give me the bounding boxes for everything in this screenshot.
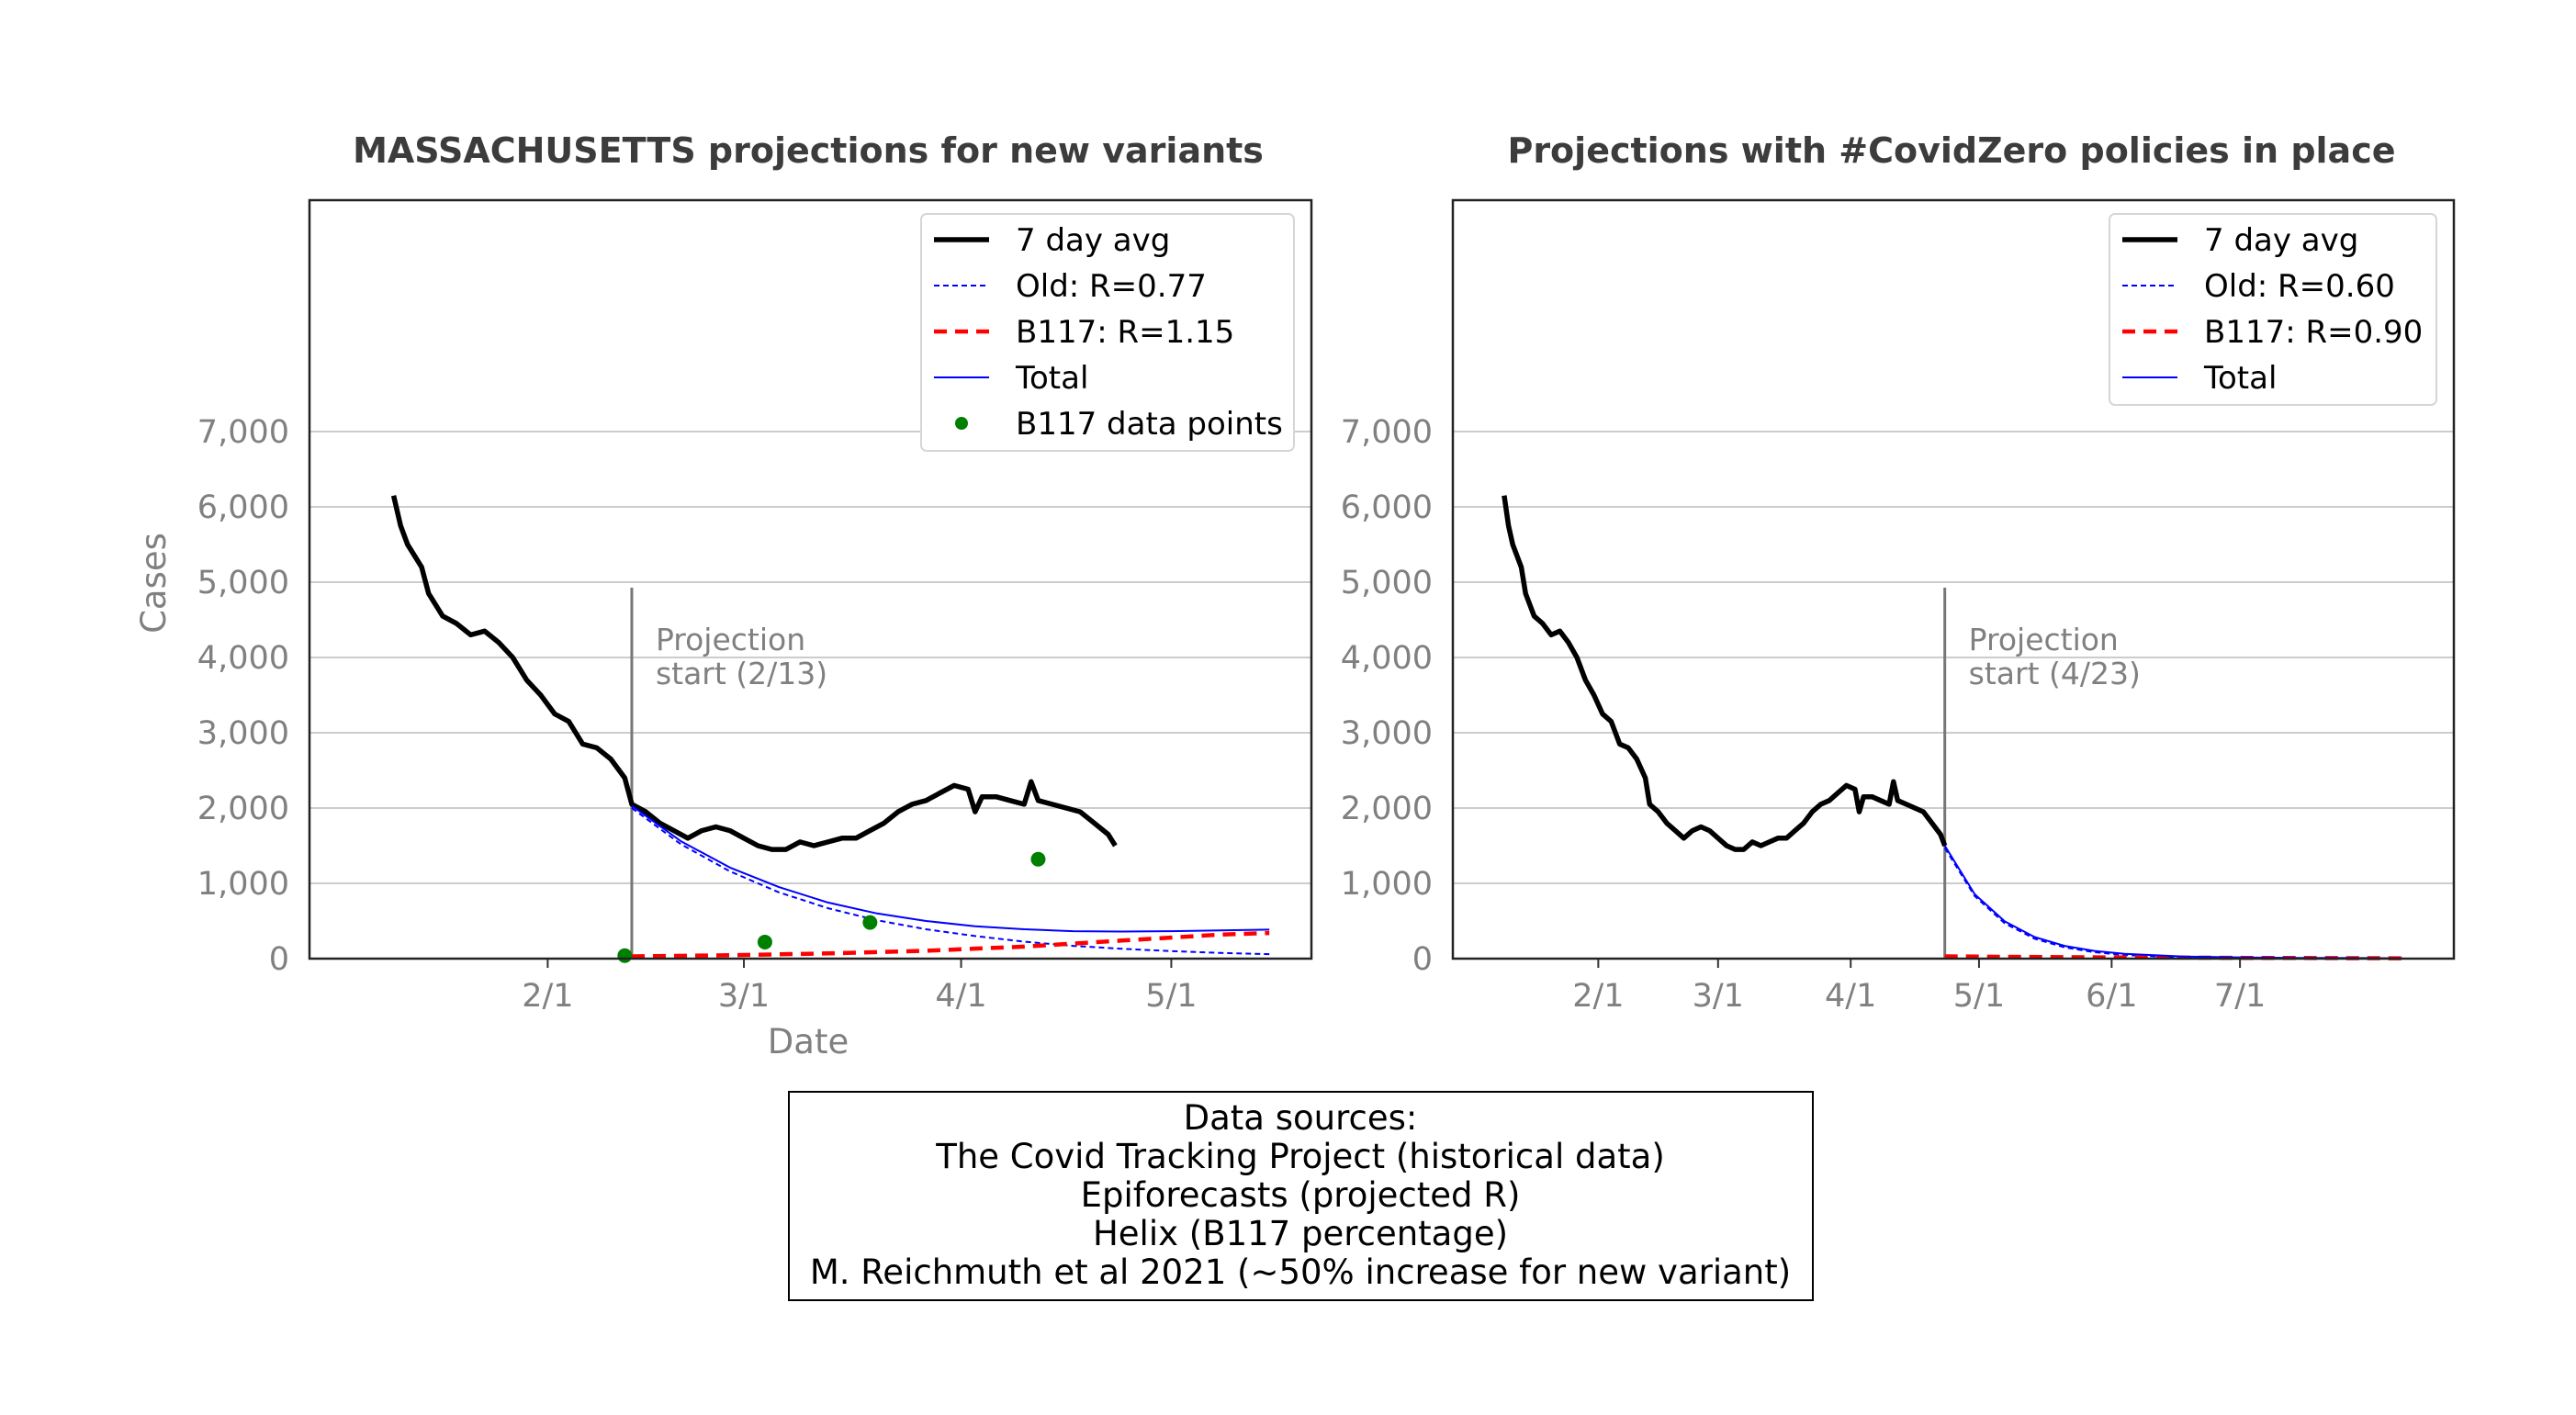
series-line (631, 807, 1270, 956)
x-tick-label: 4/1 (1825, 978, 1876, 1015)
sources-line: Helix (B117 percentage) (1093, 1214, 1508, 1253)
x-tick-label: 2/1 (522, 978, 573, 1015)
y-tick-label: 6,000 (1341, 489, 1433, 526)
series-line (1943, 847, 2403, 960)
x-tick-label: 3/1 (718, 978, 770, 1015)
y-tick-label: 3,000 (1341, 715, 1433, 752)
x-axis-label: Date (768, 1022, 849, 1061)
y-tick-label: 2,000 (1341, 791, 1433, 827)
x-tick-label: 3/1 (1693, 978, 1744, 1015)
b117-data-point (1030, 851, 1046, 867)
projection-annotation: Projection (656, 622, 805, 657)
projection-annotation: start (2/13) (656, 656, 827, 691)
legend-label: Old: R=0.60 (2204, 268, 2395, 305)
plot-frame (1451, 198, 2456, 960)
y-tick-label: 5,000 (1341, 565, 1433, 601)
series-line (631, 930, 1270, 959)
chart-title: MASSACHUSETTS projections for new varian… (353, 130, 1264, 171)
y-tick-label: 2,000 (197, 791, 289, 827)
b117-data-point (617, 948, 633, 963)
legend-label: B117 data points (1016, 406, 1283, 443)
legend-box (2109, 213, 2437, 406)
y-tick-label: 7,000 (197, 414, 289, 451)
series-line (1502, 495, 1948, 852)
y-tick-label: 6,000 (197, 489, 289, 526)
projection-annotation: Projection (1969, 622, 2119, 657)
y-tick-label: 5,000 (197, 565, 289, 601)
y-tick-label: 0 (269, 941, 289, 978)
x-tick-label: 4/1 (935, 978, 986, 1015)
legend-swatch (955, 417, 968, 430)
sources-line: M. Reichmuth et al 2021 (~50% increase f… (810, 1252, 1791, 1292)
legend-label: 7 day avg (1016, 222, 1170, 259)
x-tick-label: 7/1 (2214, 978, 2266, 1015)
y-tick-label: 1,000 (197, 866, 289, 903)
data-sources-box: Data sources: The Covid Tracking Project… (788, 1091, 1814, 1301)
chart-covidzero-projections: Projections with #CovidZero policies in … (1341, 130, 2456, 1015)
x-tick-label: 5/1 (1953, 978, 2005, 1015)
series-line (390, 495, 1118, 852)
y-tick-label: 7,000 (1341, 414, 1433, 451)
legend-label: 7 day avg (2204, 222, 2358, 259)
b117-data-point (862, 915, 878, 930)
legend-label: B117: R=0.90 (2204, 314, 2423, 351)
legend-label: Total (2203, 360, 2277, 397)
y-tick-label: 0 (1412, 941, 1433, 978)
x-tick-label: 5/1 (1145, 978, 1197, 1015)
chart-title: Projections with #CovidZero policies in … (1507, 130, 2395, 171)
legend-box (920, 213, 1295, 452)
sources-line: Data sources: (1184, 1098, 1418, 1138)
y-tick-label: 4,000 (1341, 640, 1433, 677)
y-axis-label: Cases (134, 533, 174, 634)
projection-annotation: start (4/23) (1969, 656, 2141, 691)
x-tick-label: 2/1 (1572, 978, 1624, 1015)
y-tick-label: 1,000 (1341, 866, 1433, 903)
legend-label: Total (1015, 360, 1088, 397)
series-line (631, 804, 1270, 933)
y-tick-label: 3,000 (197, 715, 289, 752)
x-tick-label: 6/1 (2086, 978, 2137, 1015)
legend-label: B117: R=1.15 (1016, 314, 1234, 351)
sources-line: Epiforecasts (projected R) (1081, 1175, 1521, 1215)
plot-frame (308, 198, 1313, 960)
y-tick-label: 4,000 (197, 640, 289, 677)
sources-line: The Covid Tracking Project (historical d… (935, 1137, 1665, 1176)
b117-data-point (757, 934, 772, 949)
chart-massachusetts-variants: MASSACHUSETTS projections for new varian… (134, 130, 1313, 1061)
legend-label: Old: R=0.77 (1016, 268, 1207, 305)
